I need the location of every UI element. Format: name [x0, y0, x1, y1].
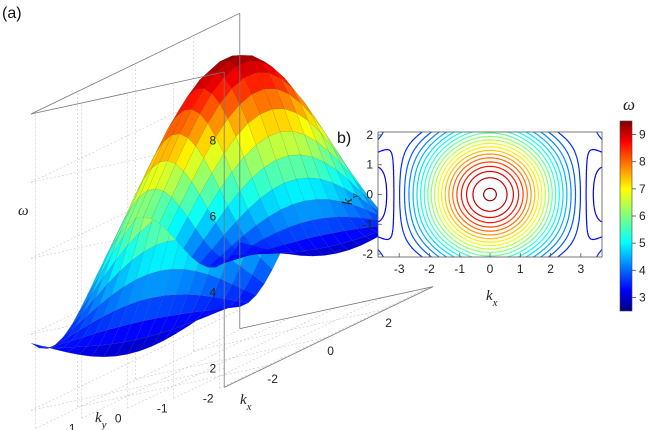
contour-plot-area: [378, 132, 602, 257]
contour-y-axis-label: ky: [340, 193, 361, 205]
contour-level-line: [437, 142, 543, 247]
contour-level-line: [460, 165, 520, 224]
surface-grid-line: [30, 368, 225, 411]
surface-plot: 2 4 6 8 -2 0 2 2 1 0 -1 -2 ω kx ky: [18, 12, 434, 430]
surface-box-edge: [30, 12, 240, 115]
contour-level-line: [452, 157, 528, 232]
surface-grid-line: [219, 287, 429, 389]
surface-y-tick-label: -2: [203, 391, 214, 405]
contour-level-line: [466, 170, 514, 219]
surface-mesh: [30, 55, 434, 358]
surface-grid-line: [30, 309, 240, 411]
contour-y-tick-label: -2: [362, 247, 373, 261]
contour-plot: -3 -2 -1 0 1 2 3 -2 -1 0 1 2 kx ky: [340, 128, 603, 309]
surface-box-frame: [30, 12, 434, 388]
colorbar-label: ω: [623, 95, 635, 114]
colorbar-gradient: [619, 120, 633, 312]
surface-y-tick-label: -1: [157, 401, 168, 415]
surface-y-tick-label: 1: [69, 421, 76, 430]
contour-level-line: [378, 148, 602, 241]
surface-y-tick-label: 0: [115, 411, 122, 425]
colorbar-ticks: 3 4 5 6 7 8 9: [632, 128, 646, 304]
contour-tick-labels: -3 -2 -1 0 1 2 3 -2 -1 0 1 2: [362, 128, 584, 276]
contour-level-line: [483, 187, 497, 202]
colorbar-tick-label: 8: [639, 155, 646, 169]
surface-grid-line: [173, 297, 383, 399]
surface-z-tick-label: 4: [210, 285, 217, 299]
surface-x-tick-label: -2: [267, 372, 278, 386]
colorbar-tick-label: 3: [639, 290, 646, 304]
contour-level-line: [408, 132, 572, 257]
contour-level-line: [378, 132, 602, 257]
contour-y-tick-label: 2: [366, 128, 373, 142]
contour-x-tick-label: -2: [424, 262, 435, 276]
surface-z-tick-label: 2: [210, 361, 217, 375]
contour-lines: [378, 132, 602, 257]
contour-level-line: [456, 161, 524, 228]
surface-grid-line: [193, 308, 387, 352]
surface-x-axis-label: kx: [240, 392, 252, 413]
contour-x-tick-label: 2: [547, 262, 554, 276]
contour-x-tick-label: 0: [487, 262, 494, 276]
contour-level-line: [430, 135, 550, 254]
contour-level-line: [412, 132, 568, 257]
contour-level-line: [403, 132, 577, 257]
surface-box-edge: [224, 286, 434, 388]
contour-level-line: [448, 153, 532, 236]
panel-a-label: (a): [2, 5, 22, 22]
colorbar-tick-label: 6: [639, 209, 646, 223]
contour-level-line: [423, 132, 557, 257]
surface-x-tick-label: 2: [385, 316, 392, 330]
surface-grid-line: [127, 307, 337, 409]
contour-level-line: [427, 132, 553, 257]
colorbar-tick-label: 7: [639, 182, 646, 196]
surface-box-edge: [239, 286, 434, 329]
surface-grid-line: [35, 327, 245, 429]
surface-facet: [30, 342, 52, 349]
contour-level-line: [441, 146, 539, 243]
contour-level-line: [416, 132, 564, 257]
surface-grid-line: [135, 336, 329, 380]
contour-level-line: [444, 149, 536, 240]
surface-grid-line: [77, 364, 271, 408]
colorbar-tick-label: 5: [639, 236, 646, 250]
contour-level-line: [434, 139, 546, 250]
contour-level-line: [420, 132, 560, 257]
contour-level-line: [472, 177, 508, 212]
surface-box-edge: [30, 71, 225, 115]
surface-grid-line: [81, 317, 291, 419]
contour-y-tick-label: 0: [366, 188, 373, 202]
surface-z-axis-label: ω: [18, 203, 29, 219]
contour-x-tick-label: -1: [454, 262, 465, 276]
surface-x-tick-label: 0: [327, 344, 334, 358]
surface-y-axis-label: ky: [95, 410, 107, 430]
colorbar: ω 3 4 5 6 7 8 9: [619, 95, 646, 312]
contour-x-tick-label: 1: [517, 262, 524, 276]
surface-z-tick-label: 6: [210, 209, 217, 223]
surface-z-tick-label: 8: [210, 133, 217, 147]
contour-x-tick-label: -3: [394, 262, 405, 276]
colorbar-tick-label: 4: [639, 263, 646, 277]
panel-b-label: b): [337, 130, 351, 147]
contour-level-line: [378, 166, 602, 223]
contour-x-axis-label: kx: [486, 288, 498, 309]
colorbar-tick-label: 9: [639, 128, 646, 142]
contour-x-tick-label: 3: [577, 262, 584, 276]
contour-y-tick-label: 1: [366, 158, 373, 172]
contour-y-tick-label: -1: [362, 217, 373, 231]
